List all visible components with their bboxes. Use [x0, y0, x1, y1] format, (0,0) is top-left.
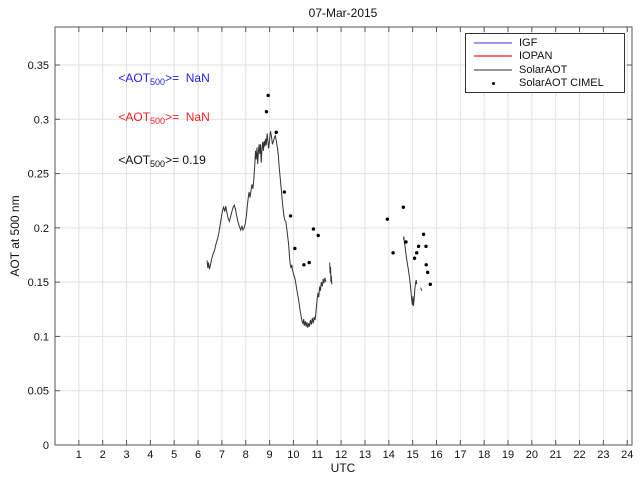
- annotation-subscript: 500: [150, 116, 166, 126]
- svg-text:16: 16: [430, 449, 442, 461]
- annotation-subscript: 500: [150, 77, 166, 87]
- svg-text:8: 8: [243, 449, 249, 461]
- legend-line-sample-solaraot: [474, 68, 512, 71]
- legend-label: SolarAOT: [519, 63, 568, 76]
- svg-text:19: 19: [502, 449, 514, 461]
- y-axis-label: AOT at 500 nm: [8, 195, 22, 277]
- svg-text:14: 14: [383, 449, 395, 461]
- chart-title: 07-Mar-2015: [308, 6, 378, 20]
- annotation-prefix: <AOT: [118, 153, 151, 167]
- svg-text:22: 22: [573, 449, 585, 461]
- svg-text:2: 2: [100, 449, 106, 461]
- solaraot-curve: [206, 131, 422, 328]
- solaraot-line-swatch: [474, 68, 512, 71]
- legend-line-sample-igf: [474, 41, 512, 44]
- tick-labels: 1 2 3 4 5 6 7 8 9 10 11 12 13 14 15 16 17 18 19 20 21 22 23 240…: [28, 60, 634, 461]
- legend-label: IGF: [519, 36, 538, 49]
- legend-line-sample-iopan: [474, 55, 512, 58]
- svg-text:15: 15: [407, 449, 419, 461]
- igf-line-swatch: [474, 41, 512, 44]
- annotation-subscript: 500: [150, 159, 166, 169]
- svg-text:24: 24: [621, 449, 633, 461]
- svg-text:0.35: 0.35: [28, 60, 49, 72]
- svg-text:9: 9: [267, 449, 273, 461]
- svg-text:13: 13: [359, 449, 371, 461]
- svg-text:11: 11: [312, 449, 323, 461]
- gridlines: [55, 27, 632, 445]
- svg-text:0.3: 0.3: [34, 114, 49, 126]
- annotation-prefix: <AOT: [118, 110, 151, 124]
- legend-item-iopan: IOPAN: [474, 50, 624, 64]
- svg-text:4: 4: [147, 449, 153, 461]
- annotation-value: >= 0.19: [165, 153, 206, 167]
- svg-text:3: 3: [123, 449, 129, 461]
- legend-dot-sample-cimel: [474, 81, 512, 85]
- svg-text:20: 20: [526, 449, 538, 461]
- svg-text:0: 0: [43, 440, 49, 452]
- svg-text:18: 18: [478, 449, 490, 461]
- svg-text:23: 23: [597, 449, 609, 461]
- axes-box: [54, 26, 633, 446]
- annotation-prefix: <AOT: [118, 71, 151, 85]
- svg-text:5: 5: [171, 449, 177, 461]
- legend-label: SolarAOT CIMEL: [519, 77, 604, 90]
- legend: IGF IOPAN SolarAOT SolarAOT CIMEL: [465, 33, 625, 93]
- annotation-value: >= NaN: [165, 71, 210, 85]
- svg-text:0.2: 0.2: [34, 223, 49, 235]
- legend-item-solaraot-cimel: SolarAOT CIMEL: [474, 77, 624, 91]
- svg-text:0.25: 0.25: [28, 169, 49, 181]
- iopan-line-swatch: [474, 55, 512, 58]
- cimel-dot-swatch: [491, 81, 495, 85]
- svg-text:0.1: 0.1: [34, 331, 49, 343]
- axis-ticks: [55, 27, 632, 446]
- legend-label: IOPAN: [519, 50, 553, 63]
- x-axis-label: UTC: [330, 461, 356, 475]
- svg-text:0.05: 0.05: [28, 386, 49, 398]
- annotation-value: >= NaN: [165, 110, 210, 124]
- svg-text:17: 17: [454, 449, 466, 461]
- annotation-igf-mean: <AOT500>= NaN: [105, 57, 210, 101]
- svg-text:7: 7: [219, 449, 225, 461]
- annotation-solaraot-mean: <AOT500>= 0.19: [105, 139, 206, 183]
- svg-text:10: 10: [287, 449, 299, 461]
- svg-text:0.15: 0.15: [28, 277, 49, 289]
- svg-text:1: 1: [76, 449, 82, 461]
- legend-item-solaraot: SolarAOT: [474, 63, 624, 77]
- svg-text:6: 6: [195, 449, 201, 461]
- annotation-iopan-mean: <AOT500>= NaN: [105, 96, 210, 140]
- svg-text:12: 12: [335, 449, 347, 461]
- legend-item-igf: IGF: [474, 36, 624, 50]
- svg-text:21: 21: [550, 449, 562, 461]
- cimel-scatter-points: [264, 93, 432, 287]
